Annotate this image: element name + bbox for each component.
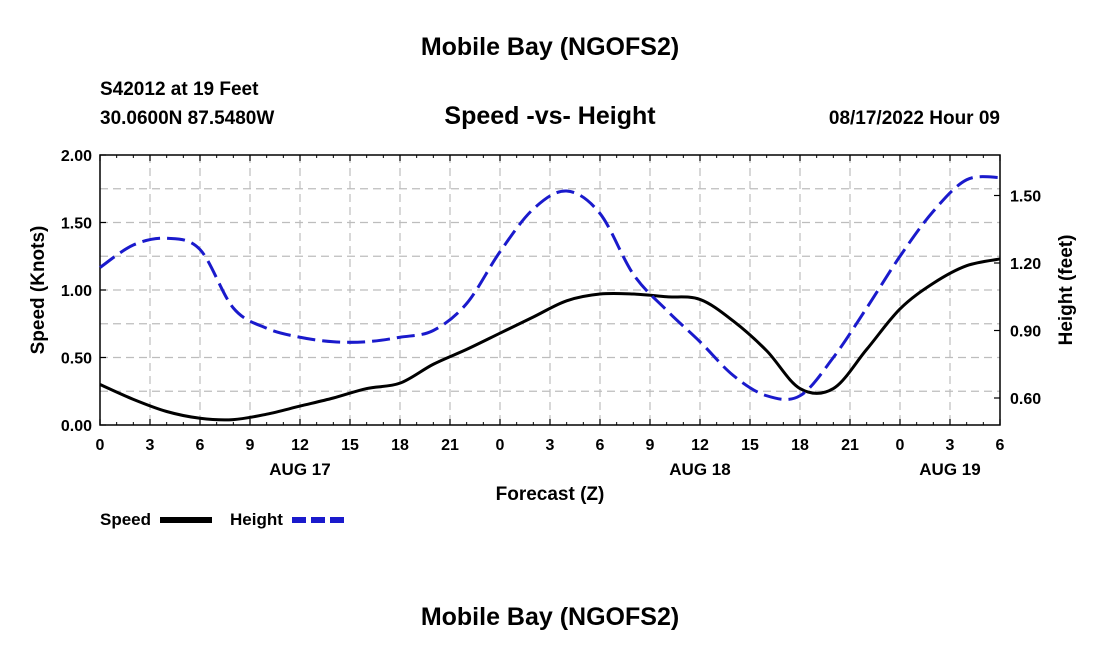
x-tick-label: 3 — [546, 437, 555, 454]
y-right-tick-label: 1.50 — [1010, 189, 1041, 206]
x-tick-labels: 0 3 6 9 12 15 18 21 0 3 6 9 12 15 18 21 0 3 6 — [96, 437, 1005, 454]
date-label: AUG 17 — [269, 460, 330, 479]
x-tick-label: 6 — [196, 437, 205, 454]
x-tick-label: 3 — [146, 437, 155, 454]
x-tick-label: 18 — [391, 437, 409, 454]
x-tick-label: 0 — [896, 437, 905, 454]
station-line: S42012 at 19 Feet — [100, 79, 259, 100]
x-tick-label: 9 — [646, 437, 655, 454]
date-label: AUG 19 — [919, 460, 980, 479]
main-title: Mobile Bay (NGOFS2) — [421, 33, 679, 61]
x-tick-label: 15 — [341, 437, 359, 454]
y-left-tick-label: 1.00 — [61, 283, 92, 300]
x-tick-label: 12 — [691, 437, 709, 454]
x-tick-label: 15 — [741, 437, 759, 454]
y-right-axis-label: Height (feet) — [1056, 235, 1077, 346]
x-axis-label: Forecast (Z) — [496, 484, 605, 505]
y-right-tick-label: 1.20 — [1010, 256, 1041, 273]
x-tick-label: 21 — [841, 437, 859, 454]
footer-title: Mobile Bay (NGOFS2) — [421, 603, 679, 631]
y-left-axis-label: Speed (Knots) — [28, 226, 49, 355]
series-line-speed — [99, 257, 1001, 422]
axis-ticks — [99, 154, 1001, 426]
x-tick-label: 9 — [246, 437, 255, 454]
y-left-tick-label: 0.00 — [61, 418, 92, 435]
x-tick-label: 3 — [946, 437, 955, 454]
x-tick-label: 21 — [441, 437, 459, 454]
x-tick-label: 0 — [96, 437, 105, 454]
y-right-tick-labels: 0.60 0.90 1.20 1.50 — [1010, 189, 1041, 409]
y-left-tick-label: 2.00 — [61, 148, 92, 165]
issued-timestamp: 08/17/2022 Hour 09 — [829, 108, 1000, 129]
series-lines — [99, 175, 1001, 422]
x-tick-label: 18 — [791, 437, 809, 454]
y-right-tick-label: 0.60 — [1010, 391, 1041, 408]
y-right-tick-label: 0.90 — [1010, 324, 1041, 341]
y-left-tick-label: 0.50 — [61, 351, 92, 368]
x-tick-label: 12 — [291, 437, 309, 454]
date-label: AUG 18 — [669, 460, 730, 479]
grid-lines — [100, 155, 1000, 425]
x-tick-label: 0 — [496, 437, 505, 454]
date-labels: AUG 17 AUG 18 AUG 19 — [269, 460, 980, 479]
chart-title: Speed -vs- Height — [444, 102, 656, 130]
coords-line: 30.0600N 87.5480W — [100, 108, 274, 129]
legend-label-speed: Speed — [100, 510, 151, 529]
x-tick-label: 6 — [996, 437, 1005, 454]
x-tick-label: 6 — [596, 437, 605, 454]
legend: Speed Height — [100, 510, 344, 529]
y-left-tick-labels: 0.00 0.50 1.00 1.50 2.00 — [61, 148, 92, 435]
y-left-tick-label: 1.50 — [61, 216, 92, 233]
legend-label-height: Height — [230, 510, 283, 529]
series-line-height — [99, 175, 1001, 401]
